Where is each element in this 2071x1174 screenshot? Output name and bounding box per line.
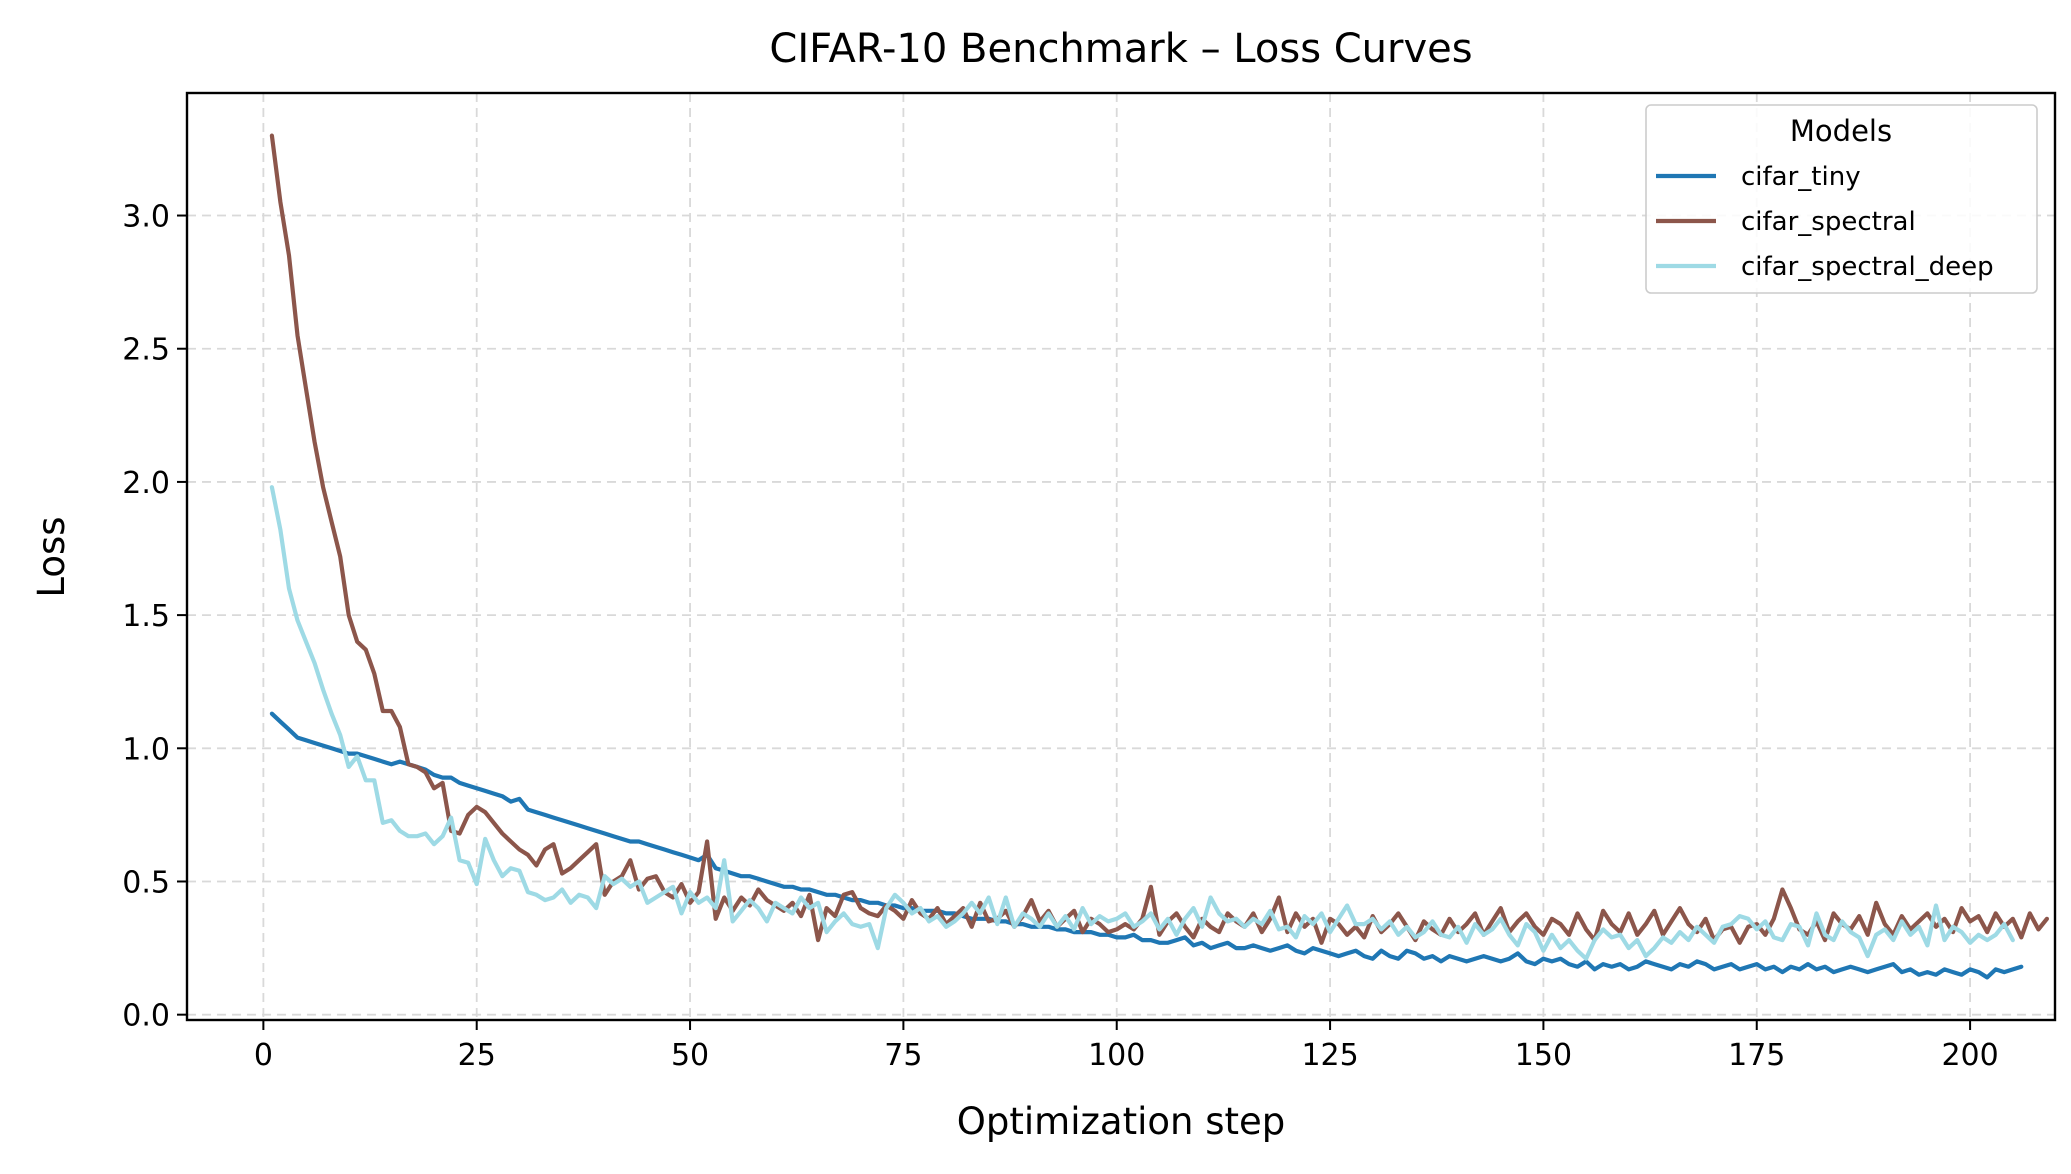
y-tick-label-1: 0.5 — [122, 865, 170, 900]
y-tick-label-6: 3.0 — [122, 200, 170, 235]
legend-label-cifar-spectral-deep: cifar_spectral_deep — [1741, 252, 1994, 282]
plot-area-frame — [185, 91, 2057, 1022]
x-tick-label-3: 75 — [884, 1038, 922, 1073]
legend-label-cifar-tiny: cifar_tiny — [1741, 162, 1861, 192]
x-tick-label-6: 150 — [1515, 1038, 1572, 1073]
chart-title: CIFAR-10 Benchmark – Loss Curves — [769, 26, 1472, 72]
series-line-cifar-spectral-deep — [269, 485, 2015, 961]
y-axis-label: Loss — [30, 516, 73, 597]
legend-entries: cifar_tiny cifar_spectral cifar_spectral_d… — [1656, 162, 1994, 282]
y-tick-label-0: 0.0 — [122, 999, 170, 1034]
series-lines — [269, 133, 2050, 980]
y-axis-ticks: 0.0 0.5 1.0 1.5 2.0 2.5 3.0 — [122, 200, 187, 1034]
legend-label-cifar-spectral: cifar_spectral — [1741, 207, 1916, 237]
x-tick-label-8: 200 — [1941, 1038, 1998, 1073]
y-tick-label-4: 2.0 — [122, 466, 170, 501]
y-tick-label-3: 1.5 — [122, 599, 170, 634]
x-axis-ticks: 0 25 50 75 100 125 150 175 200 — [254, 1020, 1999, 1073]
series-line-cifar-spectral — [269, 133, 2050, 945]
x-tick-label-0: 0 — [254, 1038, 273, 1073]
grid-lines — [187, 93, 2055, 1020]
series-line-cifar-tiny — [269, 711, 2024, 980]
y-tick-label-5: 2.5 — [122, 333, 170, 368]
legend: Models cifar_tiny cifar_spectral cifar_spe… — [1645, 104, 2038, 294]
y-tick-label-2: 1.0 — [122, 732, 170, 767]
x-tick-label-5: 125 — [1301, 1038, 1358, 1073]
x-tick-label-1: 25 — [458, 1038, 496, 1073]
legend-box — [1645, 104, 2038, 294]
x-axis-label: Optimization step — [957, 1100, 1285, 1143]
legend-title: Models — [1790, 114, 1892, 148]
x-tick-label-7: 175 — [1728, 1038, 1785, 1073]
x-tick-label-2: 50 — [671, 1038, 709, 1073]
x-tick-label-4: 100 — [1088, 1038, 1145, 1073]
